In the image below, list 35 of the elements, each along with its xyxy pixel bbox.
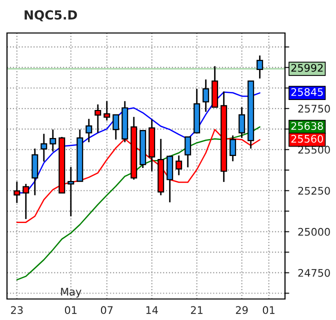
y-tick-label: 24750	[298, 268, 330, 277]
candlestick	[68, 166, 74, 217]
candlestick	[238, 106, 246, 139]
candlestick	[50, 128, 56, 152]
candlestick	[166, 154, 174, 203]
y-tick-label: 25250	[298, 186, 330, 195]
line-series	[16, 126, 260, 280]
x-tick-label: 07	[100, 306, 113, 314]
x-tick-label: 23	[11, 306, 23, 314]
candlestick	[94, 104, 102, 134]
candlestick	[112, 114, 120, 140]
x-tick-label: 01	[64, 306, 77, 314]
candlestick	[22, 183, 30, 220]
candlestick	[230, 134, 236, 162]
candlestick	[86, 118, 92, 143]
x-tick-label: 14	[146, 306, 158, 314]
y-tick-label: 25750	[298, 104, 330, 113]
candlestick	[184, 136, 192, 168]
candlestick	[202, 78, 210, 113]
candlestick	[14, 180, 20, 204]
x-tick-label: 21	[190, 306, 202, 314]
x-tick-label: 01	[262, 306, 274, 314]
chart-title: NQC5.D	[24, 10, 77, 22]
text: 25638	[291, 122, 323, 130]
text: 25845	[291, 88, 323, 96]
candlestick	[32, 148, 38, 196]
candlestick	[256, 54, 264, 80]
candlestick	[104, 100, 110, 122]
x-tick-label: 29	[236, 306, 248, 314]
candlestick	[176, 154, 182, 176]
annotation: May	[61, 288, 82, 298]
y-tick-label: 25000	[298, 228, 330, 236]
candlestick	[40, 133, 48, 162]
text: 25560	[291, 134, 323, 143]
ref-line-label: 25992	[291, 64, 323, 72]
